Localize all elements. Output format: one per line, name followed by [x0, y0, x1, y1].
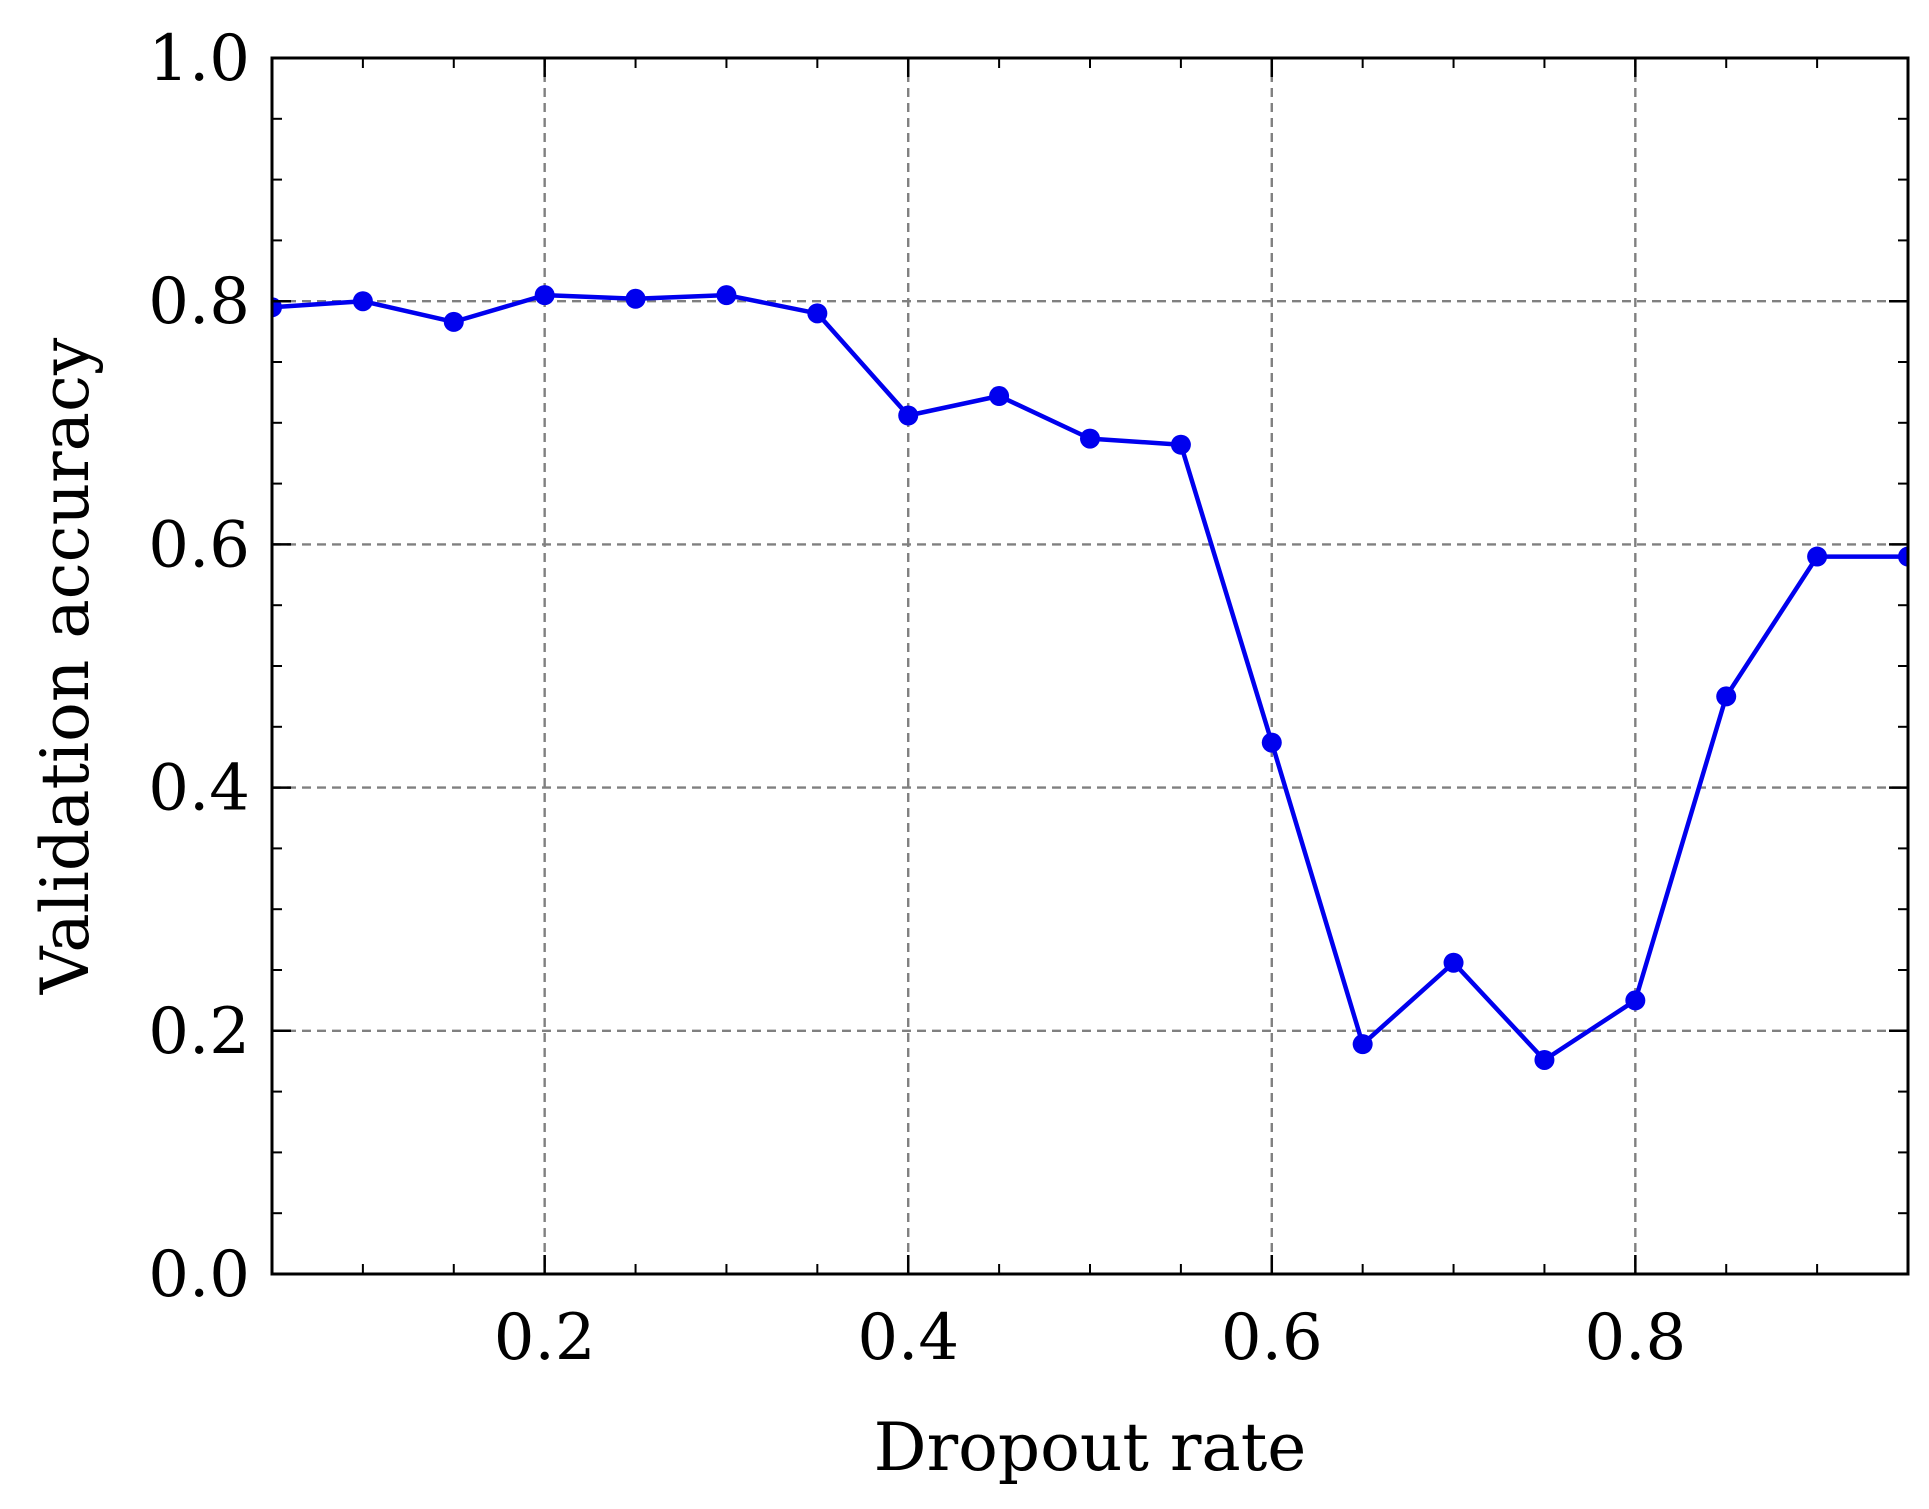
- series-group: [272, 285, 1908, 1070]
- series-layer: [272, 285, 1908, 1070]
- tick-labels: 0.2 0.4 0.6 0.8 0.0 0.2 0.4 0.6 0.8 1.0: [148, 22, 1686, 1375]
- data-point: [443, 311, 464, 332]
- data-point: [1080, 428, 1100, 449]
- y-tick-label: 1.0: [148, 22, 250, 96]
- x-tick-label: 0.8: [1584, 1301, 1686, 1375]
- data-point: [1716, 686, 1737, 707]
- plot-frame: [270, 56, 1910, 1276]
- x-tick-label: 0.6: [1221, 1301, 1323, 1375]
- y-tick-label: 0.0: [148, 1238, 250, 1312]
- data-point: [1898, 546, 1908, 567]
- x-axis-label: Dropout rate: [874, 1409, 1307, 1486]
- data-point: [716, 285, 737, 306]
- data-point: [1807, 546, 1828, 567]
- grid-lines: [272, 58, 1908, 1274]
- x-tick-label: 0.4: [857, 1301, 959, 1375]
- y-tick-label: 0.8: [148, 265, 250, 339]
- series-line: [272, 292, 1908, 1063]
- data-point: [1625, 990, 1646, 1011]
- data-point: [1534, 1049, 1555, 1070]
- data-point: [1352, 1034, 1373, 1055]
- data-point: [1170, 434, 1191, 455]
- data-point: [625, 288, 646, 309]
- data-point: [1443, 952, 1464, 973]
- y-tick-label: 0.4: [148, 752, 250, 826]
- data-point: [534, 285, 555, 306]
- x-tick-label: 0.2: [494, 1301, 596, 1375]
- data-point: [1261, 732, 1282, 753]
- data-point: [807, 303, 828, 324]
- axis-ticks: [272, 56, 1908, 1276]
- y-axis-label: Validation accuracy: [27, 337, 104, 995]
- y-tick-label: 0.6: [148, 508, 250, 582]
- y-tick-label: 0.2: [148, 995, 250, 1069]
- data-point: [352, 291, 373, 312]
- data-point: [898, 405, 919, 426]
- data-point: [989, 386, 1010, 407]
